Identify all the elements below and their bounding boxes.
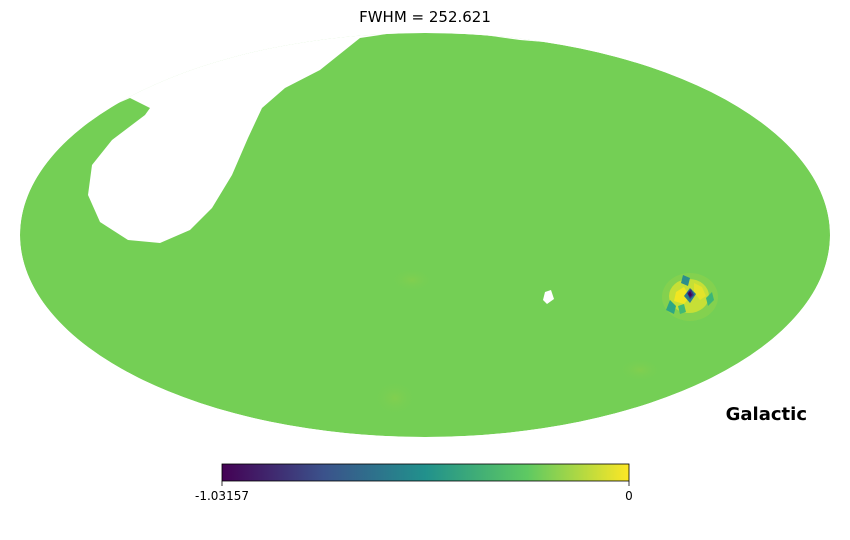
faint-feature-southeast [618,358,662,382]
masked-spot [543,290,554,304]
colorbar: -1.03157 0 [195,463,633,503]
sky-map [20,33,830,437]
colorbar-min-label: -1.03157 [195,489,249,503]
beam-source [662,273,718,321]
colorbar-max-label: 0 [625,489,633,503]
coord-system-label: Galactic [726,404,807,425]
colorbar-gradient [221,463,630,482]
chart-title: FWHM = 252.621 [359,8,491,26]
faint-feature-south [373,380,417,416]
faint-feature-equator [390,268,434,292]
